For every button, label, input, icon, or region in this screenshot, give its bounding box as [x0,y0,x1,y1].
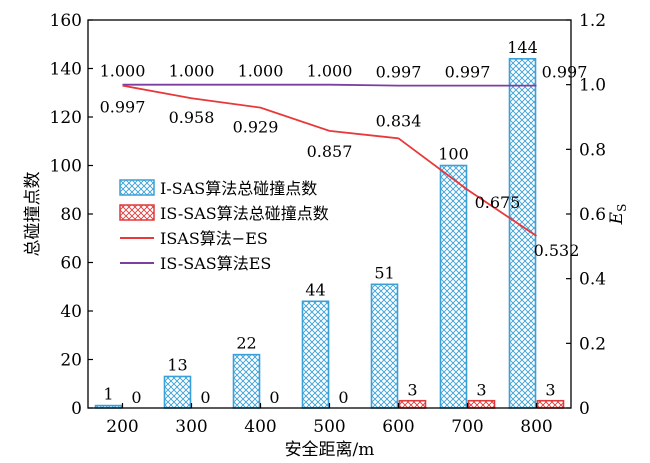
label-is-sas-es-700: 0.997 [445,63,491,82]
bar-i-sas-800 [508,57,537,409]
label-is-sas-es-500: 1.000 [307,62,353,81]
x-tick-label: 800 [520,417,552,437]
legend-label: I-SAS算法总碰撞点数 [160,179,317,198]
legend-label: IS-SAS算法ES [160,254,271,273]
x-axis-title: 安全距离/m [285,440,375,460]
x-tick-label: 300 [175,417,207,437]
x-tick-label: 500 [313,417,345,437]
bar-label-i-sas-300: 13 [167,355,187,374]
y-axis-title: 总碰撞点数 [23,172,43,257]
x-tick-label: 700 [451,417,483,437]
bar-i-sas-600 [370,283,399,409]
y-tick-label: 0 [71,399,82,419]
axes: 02040608010012014016000.20.40.60.81.01.2… [23,11,629,460]
bar-label-is-sas-800: 3 [545,381,555,400]
bar-group [94,57,565,409]
bar-label-i-sas-200: 1 [103,385,113,404]
y-tick-label: 100 [50,157,82,177]
bar-label-i-sas-700: 100 [438,145,469,164]
y-tick-label: 60 [60,254,82,274]
legend: I-SAS算法总碰撞点数 IS-SAS算法总碰撞点数 ISAS算法−ES IS-SAS… [119,179,329,273]
y-tick-label: 160 [50,11,82,31]
bar-label-i-sas-600: 51 [374,263,394,282]
label-is-sas-es-800: 0.997 [542,63,588,82]
y2-tick-label: 0.6 [579,205,606,225]
bar-label-is-sas-200: 0 [131,388,141,407]
bar-is-sas-600 [398,399,427,409]
label-isas-es-600: 0.834 [376,111,422,130]
label-is-sas-es-600: 0.997 [376,63,422,82]
y2-tick-label: 1.2 [579,11,606,31]
bar-label-i-sas-500: 44 [305,280,325,299]
y2-tick-label: 1.0 [579,76,606,96]
label-isas-es-500: 0.857 [307,142,353,161]
bar-label-is-sas-600: 3 [407,381,417,400]
legend-label: IS-SAS算法总碰撞点数 [160,204,329,223]
y2-tick-label: 0.2 [579,334,606,354]
bar-label-is-sas-300: 0 [200,388,210,407]
label-is-sas-es-200: 1.000 [100,62,146,81]
label-isas-es-200: 0.997 [100,98,146,117]
x-tick-label: 200 [106,417,138,437]
line-group [122,83,538,237]
label-isas-es-400: 0.929 [233,118,279,137]
bar-i-sas-700 [439,164,468,409]
bar-label-i-sas-400: 22 [236,334,256,353]
bar-label-is-sas-700: 3 [476,381,486,400]
bar-label-is-sas-400: 0 [269,388,279,407]
label-is-sas-es-400: 1.000 [238,62,284,81]
label-isas-es-800: 0.532 [534,241,580,260]
legend-swatch [119,179,155,196]
y2-axis-title: ES [607,204,629,226]
y2-tick-label: 0 [579,399,590,419]
bar-i-sas-400 [232,353,261,409]
bar-is-sas-800 [536,399,565,409]
y-tick-label: 120 [50,108,82,128]
y2-tick-label: 0.8 [579,140,606,160]
line-isas-es [122,84,538,237]
legend-swatch [119,204,155,221]
bar-is-sas-700 [467,399,496,409]
label-isas-es-700: 0.675 [475,193,521,212]
y-tick-label: 140 [50,60,82,80]
legend-label: ISAS算法−ES [160,229,268,248]
bar-i-sas-300 [163,375,192,409]
x-tick-label: 600 [382,417,414,437]
label-is-sas-es-300: 1.000 [169,62,215,81]
label-isas-es-300: 0.958 [169,108,215,127]
y2-tick-label: 0.4 [579,270,606,290]
y-tick-label: 80 [60,205,82,225]
bar-label-is-sas-500: 0 [338,388,348,407]
bar-i-sas-500 [301,300,330,409]
y-tick-label: 20 [60,351,82,371]
y-tick-label: 40 [60,302,82,322]
line-is-sas-es [122,83,537,87]
x-tick-label: 400 [244,417,276,437]
bar-label-i-sas-800: 144 [507,38,538,57]
